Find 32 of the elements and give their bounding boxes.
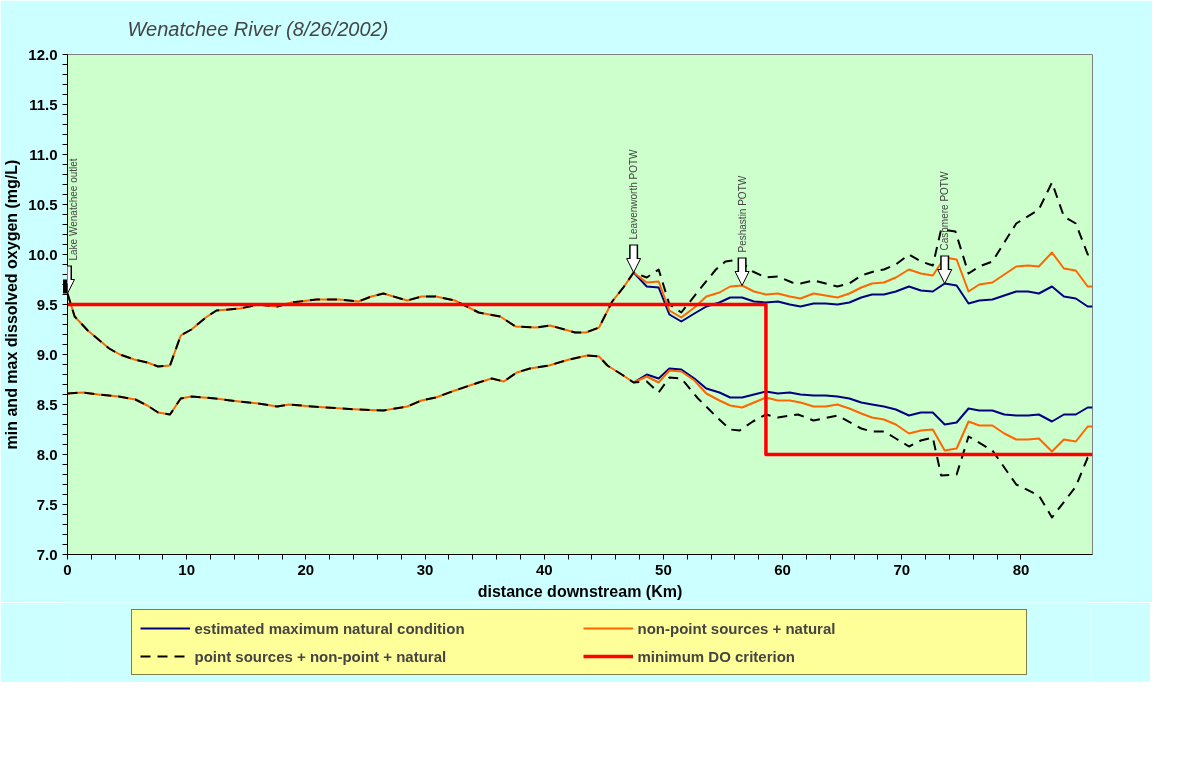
line-series: [632, 367, 1093, 426]
x-tick-label: 30: [416, 560, 434, 578]
y-tick-label: 10.5: [28, 195, 58, 213]
x-tick-label: 10: [178, 560, 196, 578]
y-tick-label: 9.0: [36, 345, 58, 363]
x-tick-label: 60: [774, 560, 791, 578]
x-tick-label: 0: [63, 560, 72, 578]
y-tick-label: 11.5: [29, 95, 58, 113]
legend-label: non-point sources + natural: [637, 619, 837, 637]
x-tick-label: 20: [297, 560, 315, 578]
y-tick-label: 7.5: [36, 495, 58, 513]
x-tick-label: 80: [1012, 560, 1030, 578]
legend-label: point sources + non-point + natural: [194, 647, 448, 665]
annotation: Peshastin POTW: [736, 175, 748, 253]
y-axis-title: min and max dissolved oxygen (mg/L): [3, 159, 21, 450]
y-tick-label: 8.0: [36, 445, 58, 463]
x-tick-label: 70: [893, 560, 911, 578]
x-axis-title: distance downstream (Km): [477, 582, 683, 600]
y-tick-label: 8.5: [36, 395, 58, 413]
annotation: Leavenworth POTW: [628, 148, 640, 240]
y-tick-label: 10.0: [28, 245, 58, 263]
y-tick-label: 9.5: [36, 295, 58, 313]
y-tick-label: 11.0: [29, 145, 58, 163]
x-tick-label: 40: [535, 560, 553, 578]
chart-title: Wenatchee River (8/26/2002): [127, 17, 389, 40]
x-tick-label: 50: [655, 560, 672, 578]
legend-label: minimum DO criterion: [637, 647, 797, 665]
y-tick-label: 7.0: [36, 545, 58, 563]
annotation: Lake Wenatchee outlet: [67, 158, 79, 261]
annotation: Cashmere POTW: [939, 171, 951, 251]
y-tick-label: 12.0: [28, 45, 58, 63]
legend-label: estimated maximum natural condition: [194, 619, 466, 637]
